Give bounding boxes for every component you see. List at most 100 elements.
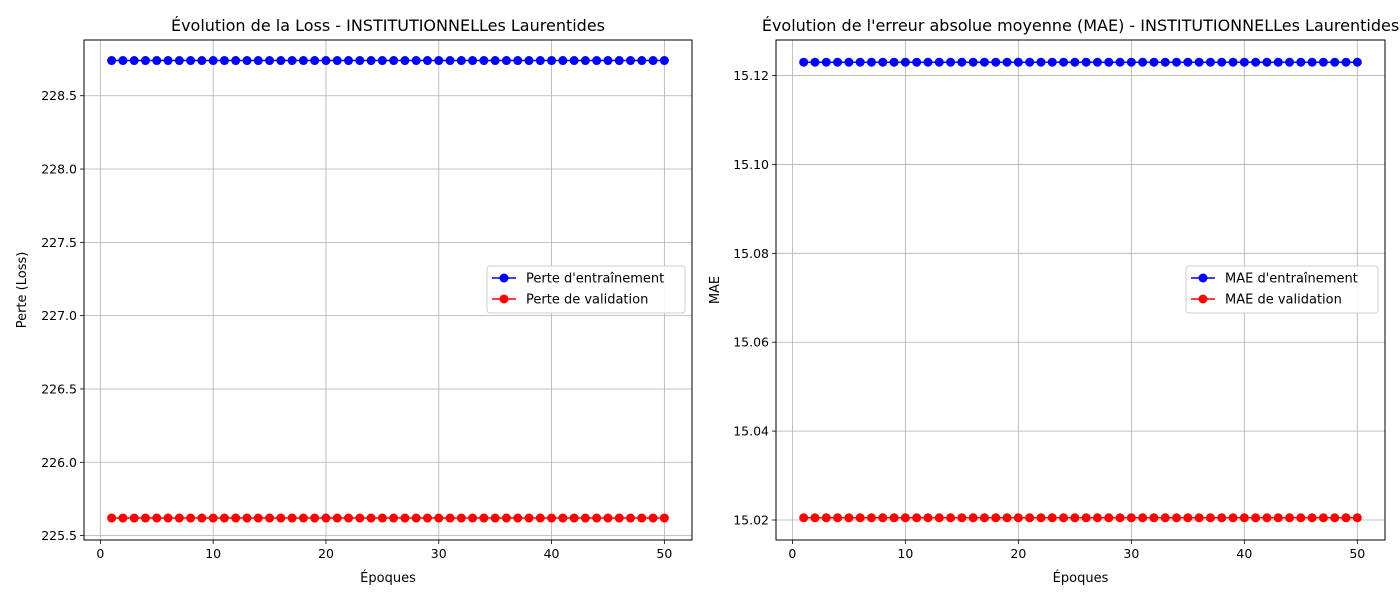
data-point (490, 513, 500, 523)
data-point (833, 513, 843, 523)
data-point (592, 513, 602, 523)
data-point (1352, 513, 1362, 523)
data-point (490, 56, 500, 66)
data-point (1239, 513, 1249, 523)
data-point (1160, 513, 1170, 523)
y-tick-label: 226.0 (41, 455, 77, 470)
data-point (968, 513, 978, 523)
data-point (1341, 513, 1351, 523)
data-point (1172, 513, 1182, 523)
data-point (1262, 513, 1272, 523)
data-point (810, 57, 820, 67)
data-point (637, 56, 647, 66)
data-point (163, 513, 173, 523)
data-point (1036, 57, 1046, 67)
data-point (129, 513, 139, 523)
data-point (434, 513, 444, 523)
data-point (648, 56, 658, 66)
data-point (366, 56, 376, 66)
data-point (1307, 513, 1317, 523)
legend: Perte d'entraînement Perte de validation (486, 265, 686, 314)
data-point (1104, 513, 1114, 523)
y-tick-label: 225.5 (41, 528, 77, 543)
data-point (242, 56, 252, 66)
data-point (659, 513, 669, 523)
data-point (1036, 513, 1046, 523)
data-point (979, 57, 989, 67)
data-point (626, 513, 636, 523)
data-point (456, 513, 466, 523)
data-point (1013, 513, 1023, 523)
data-point (1341, 57, 1351, 67)
data-point (1172, 57, 1182, 67)
data-point (513, 56, 523, 66)
data-point (501, 513, 511, 523)
x-tick-label: 40 (1236, 546, 1252, 561)
data-point (1194, 513, 1204, 523)
plot-frame (775, 39, 1386, 541)
data-point (1251, 513, 1261, 523)
data-point (1262, 57, 1272, 67)
x-tick-label: 50 (1349, 546, 1365, 561)
data-point (107, 513, 117, 523)
data-point (1092, 513, 1102, 523)
data-point (377, 56, 387, 66)
data-point (1104, 57, 1114, 67)
data-point (1217, 513, 1227, 523)
x-axis-label: Époques (1053, 570, 1109, 586)
x-tick-label: 10 (897, 546, 913, 561)
data-point (1239, 57, 1249, 67)
y-tick-label: 15.02 (733, 513, 769, 528)
x-tick-label: 20 (1010, 546, 1026, 561)
data-point (878, 57, 888, 67)
x-tick-label: 10 (205, 546, 221, 561)
data-point (1194, 57, 1204, 67)
data-point (603, 56, 613, 66)
data-point (1013, 57, 1023, 67)
data-point (821, 513, 831, 523)
data-point (648, 513, 658, 523)
data-point (389, 513, 399, 523)
series-0 (799, 57, 1362, 67)
x-tick-label: 20 (318, 546, 334, 561)
data-point (197, 513, 207, 523)
data-point (659, 56, 669, 66)
mae-chart: 0 10 20 30 40 50 15.02 15.04 15.06 15.08 15.10 15.1… (708, 16, 1399, 586)
data-point (377, 513, 387, 523)
x-axis-label: Époques (360, 570, 416, 586)
data-point (276, 513, 286, 523)
data-point (900, 57, 910, 67)
y-tick-label: 228.0 (41, 162, 77, 177)
data-point (580, 513, 590, 523)
series-1 (799, 513, 1362, 523)
data-point (889, 57, 899, 67)
data-point (855, 57, 865, 67)
data-point (1126, 57, 1136, 67)
data-point (979, 513, 989, 523)
data-point (1002, 57, 1012, 67)
data-point (957, 57, 967, 67)
data-point (445, 56, 455, 66)
data-point (242, 513, 252, 523)
data-point (332, 56, 342, 66)
data-point (197, 56, 207, 66)
series-1 (107, 513, 669, 523)
x-tick-label: 30 (1123, 546, 1139, 561)
legend-label: Perte d'entraînement (526, 272, 664, 287)
plot-frame (83, 39, 693, 541)
y-tick-label: 226.5 (41, 381, 77, 396)
legend-label: MAE d'entraînement (1225, 272, 1358, 287)
x-tick-label: 0 (96, 546, 104, 561)
data-point (152, 56, 162, 66)
data-point (152, 513, 162, 523)
data-point (524, 56, 534, 66)
y-tick-label: 15.06 (733, 335, 769, 350)
data-point (366, 513, 376, 523)
data-point (355, 56, 365, 66)
data-point (265, 56, 275, 66)
data-point (1002, 513, 1012, 523)
x-tick-label: 30 (431, 546, 447, 561)
data-point (411, 56, 421, 66)
data-point (833, 57, 843, 67)
data-point (1115, 57, 1125, 67)
